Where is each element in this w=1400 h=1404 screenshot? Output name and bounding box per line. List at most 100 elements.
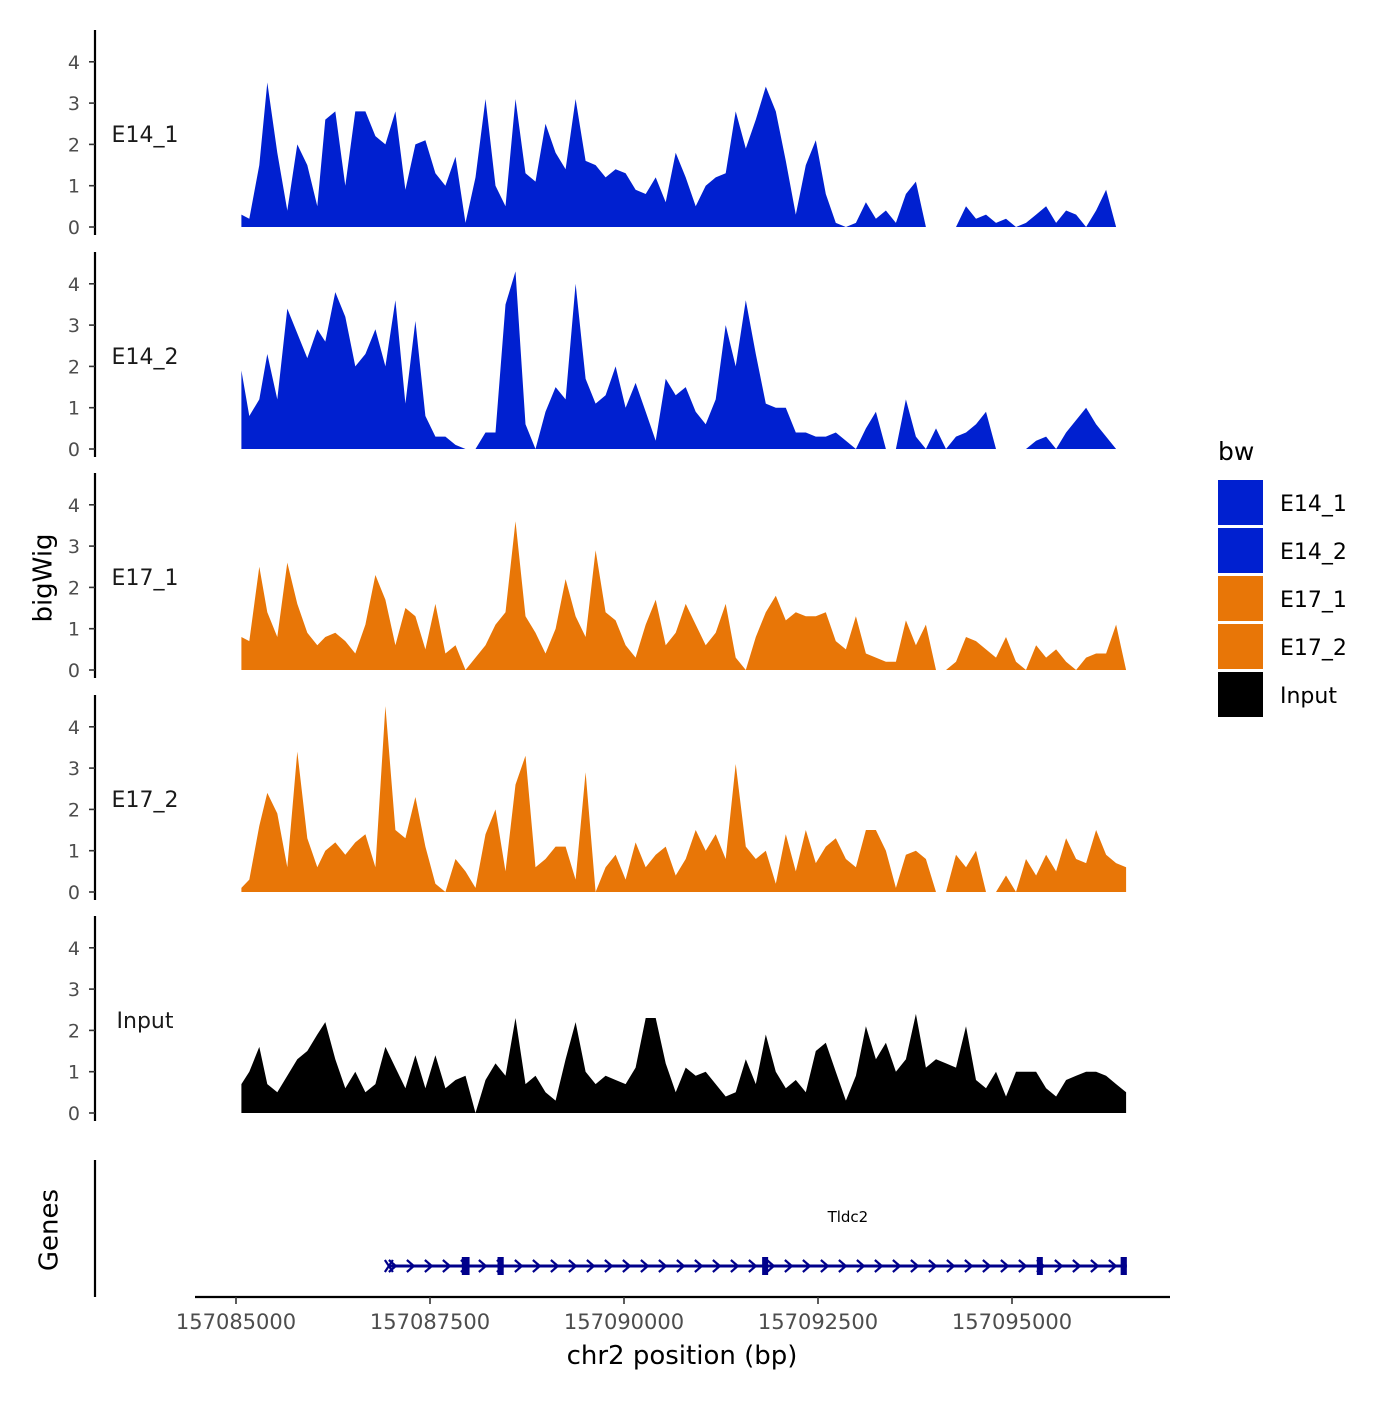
y-tick-label: 4: [68, 495, 80, 517]
gene-model: [383, 1257, 1127, 1275]
strand-chevron: [478, 1259, 488, 1273]
track-label: Input: [117, 1009, 174, 1034]
x-tick-label: 157090000: [564, 1310, 684, 1334]
y-tick-label: 2: [68, 799, 80, 821]
strand-chevron: [1108, 1259, 1118, 1273]
area-E17_2: [241, 706, 1127, 892]
legend-title: bw: [1218, 437, 1254, 466]
x-axis-title: chr2 position (bp): [567, 1341, 798, 1371]
y-tick-label: 2: [68, 356, 80, 378]
strand-chevron: [730, 1259, 740, 1273]
x-axis-ticks: 157085000 157087500 157090000 157092500 1570…: [176, 1297, 1072, 1334]
legend-items: E14_1 E14_2 E17_1 E17_2 Input: [1218, 480, 1347, 717]
gene-start-mark: [383, 1259, 394, 1273]
y-tick-label: 0: [68, 439, 80, 461]
track-label: E14_1: [112, 123, 179, 148]
strand-chevron: [694, 1259, 704, 1273]
y-tick-label: 3: [68, 315, 80, 337]
y-tick-label: 2: [68, 134, 80, 156]
y-tick-label: 4: [68, 938, 80, 960]
gene-panel: Genes Tldc2: [35, 1160, 1170, 1299]
gene-name-label: Tldc2: [827, 1208, 869, 1226]
exon: [1120, 1257, 1127, 1275]
legend-swatch-E17_2: [1218, 624, 1263, 669]
strand-chevron: [1090, 1259, 1100, 1273]
strand-chevron: [712, 1259, 722, 1273]
strand-chevron: [964, 1259, 974, 1273]
y-tick-label: 1: [68, 398, 80, 420]
exon: [762, 1257, 769, 1275]
strand-chevron: [406, 1259, 416, 1273]
y-tick-label: 0: [68, 660, 80, 682]
strand-chevron: [928, 1259, 938, 1273]
strand-chevron: [820, 1259, 830, 1273]
x-tick-label: 157085000: [176, 1310, 296, 1334]
gene-panel-title: Genes: [35, 1189, 65, 1271]
y-tick-label: 1: [68, 619, 80, 641]
y-tick-label: 0: [68, 217, 80, 239]
strand-chevron: [1054, 1259, 1064, 1273]
strand-chevron: [1018, 1259, 1028, 1273]
strand-chevron: [784, 1259, 794, 1273]
x-tick-label: 157095000: [952, 1310, 1072, 1334]
track-E17_1: 0 1 2 3 4 E17_1: [68, 473, 1127, 682]
y-tick-label: 3: [68, 536, 80, 558]
y-tick-label: 1: [68, 176, 80, 198]
y-tick-label: 2: [68, 1020, 80, 1042]
x-tick-label: 157087500: [370, 1310, 490, 1334]
y-tick-label: 4: [68, 717, 80, 739]
strand-chevron: [1000, 1259, 1010, 1273]
area-E14_2: [241, 271, 1127, 449]
y-tick-label: 4: [68, 52, 80, 74]
strand-chevron: [424, 1259, 434, 1273]
strand-chevron: [874, 1259, 884, 1273]
legend-label: E17_1: [1280, 588, 1347, 613]
y-axis-title: bigWig: [29, 533, 59, 622]
exon: [497, 1257, 504, 1275]
legend-swatch-E14_2: [1218, 528, 1263, 573]
strand-chevron: [532, 1259, 542, 1273]
strand-chevron: [550, 1259, 560, 1273]
exon: [1036, 1257, 1043, 1275]
strand-chevron: [568, 1259, 578, 1273]
x-tick-label: 157092500: [758, 1310, 878, 1334]
strand-chevron: [982, 1259, 992, 1273]
strand-chevron: [856, 1259, 866, 1273]
strand-chevron: [622, 1259, 632, 1273]
strand-chevron: [892, 1259, 902, 1273]
track-E17_2: 0 1 2 3 4 E17_2: [68, 695, 1127, 904]
strand-chevron: [586, 1259, 596, 1273]
strand-chevron: [946, 1259, 956, 1273]
track-Input: 0 1 2 3 4 Input: [68, 916, 1127, 1125]
legend-swatch-Input: [1218, 672, 1263, 717]
strand-chevron: [910, 1259, 920, 1273]
strand-chevron: [658, 1259, 668, 1273]
y-tick-label: 3: [68, 758, 80, 780]
y-tick-label: 1: [68, 841, 80, 863]
y-tick-label: 0: [68, 1103, 80, 1125]
strand-chevron: [676, 1259, 686, 1273]
strand-chevron: [604, 1259, 614, 1273]
track-label: E17_2: [112, 788, 179, 813]
track-label: E14_2: [112, 345, 179, 370]
strand-chevron: [838, 1259, 848, 1273]
area-Input: [241, 1013, 1127, 1113]
strand-chevron: [640, 1259, 650, 1273]
signal-tracks: 0 1 2 3 4 E14_1 0 1 2 3 4 E14_2 0 1 2 3 4 E17_1 0 1 2 3 4 E17_2…: [68, 30, 1127, 1125]
legend: bw E14_1 E14_2 E17_1 E17_2 Input: [1218, 437, 1347, 717]
y-tick-label: 4: [68, 274, 80, 296]
y-tick-label: 0: [68, 882, 80, 904]
area-E17_1: [241, 521, 1127, 670]
y-tick-label: 2: [68, 577, 80, 599]
legend-label: E14_1: [1280, 492, 1347, 517]
legend-swatch-E14_1: [1218, 480, 1263, 525]
exon: [461, 1257, 470, 1275]
strand-chevron: [1072, 1259, 1082, 1273]
legend-label: E17_2: [1280, 636, 1347, 661]
area-E14_1: [241, 82, 1127, 227]
legend-label: E14_2: [1280, 540, 1347, 565]
strand-chevron: [514, 1259, 524, 1273]
strand-chevron: [748, 1259, 758, 1273]
strand-chevron: [766, 1259, 776, 1273]
